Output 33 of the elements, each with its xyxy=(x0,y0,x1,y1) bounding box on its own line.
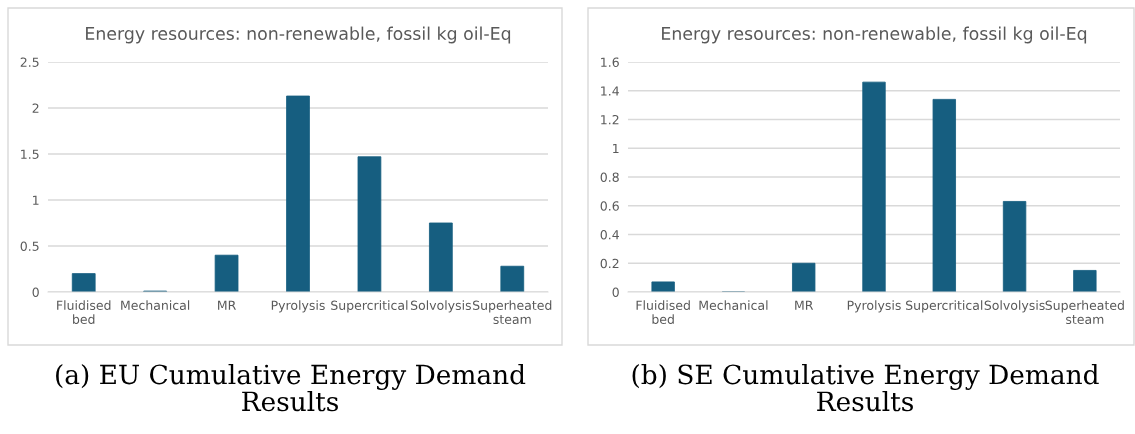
y-tick-label: 1.5 xyxy=(21,149,39,159)
chart-title: Energy resources: non-renewable, fossil kg oil-Eq xyxy=(86,26,511,44)
x-tick-label: Solvolysis xyxy=(984,300,1045,313)
y-tick-label: 0 xyxy=(32,287,39,297)
text: (a) EU Cumulative Energy Demand Results xyxy=(56,364,526,412)
y-tick-label: 0.4 xyxy=(600,229,619,240)
x-tick-label: Superheated steam xyxy=(473,300,552,325)
x-tick-label: Superheated steam xyxy=(1045,300,1124,325)
x-tick-label: Pyrolysis xyxy=(271,300,325,313)
x-tick-label: Pyrolysis xyxy=(847,300,901,313)
y-tick-label: 0.2 xyxy=(600,258,619,269)
y-tick-label: 0.8 xyxy=(600,172,619,182)
x-tick-label: Supercritical xyxy=(906,300,983,313)
y-tick-label: 2.5 xyxy=(20,57,39,67)
x-tick-label: MR xyxy=(218,300,236,310)
y-tick-label: 0 xyxy=(612,287,619,297)
y-tick-label: 1.4 xyxy=(601,86,619,96)
chart-title: Energy resources: non-renewable, fossil kg oil-Eq xyxy=(662,26,1087,44)
text: (b) SE Cumulative Energy Demand Results xyxy=(632,364,1099,412)
x-tick-label: MR xyxy=(795,300,814,310)
x-tick-label: Mechanical xyxy=(121,300,190,311)
x-tick-label: Fluidised bed xyxy=(57,300,111,325)
y-tick-label: 2 xyxy=(32,103,39,113)
x-tick-label: Solvolysis xyxy=(410,300,471,313)
y-tick-label: 0.6 xyxy=(600,201,619,211)
x-tick-label: Supercritical xyxy=(331,300,408,313)
x-tick-label: Fluidised bed xyxy=(636,300,690,325)
y-tick-label: 1.6 xyxy=(601,57,619,67)
y-tick-label: 1 xyxy=(33,195,39,205)
y-tick-label: 1.2 xyxy=(601,114,619,125)
y-tick-label: 1 xyxy=(613,143,619,153)
y-tick-label: 0.5 xyxy=(20,241,39,251)
x-tick-label: Mechanical xyxy=(699,300,768,311)
